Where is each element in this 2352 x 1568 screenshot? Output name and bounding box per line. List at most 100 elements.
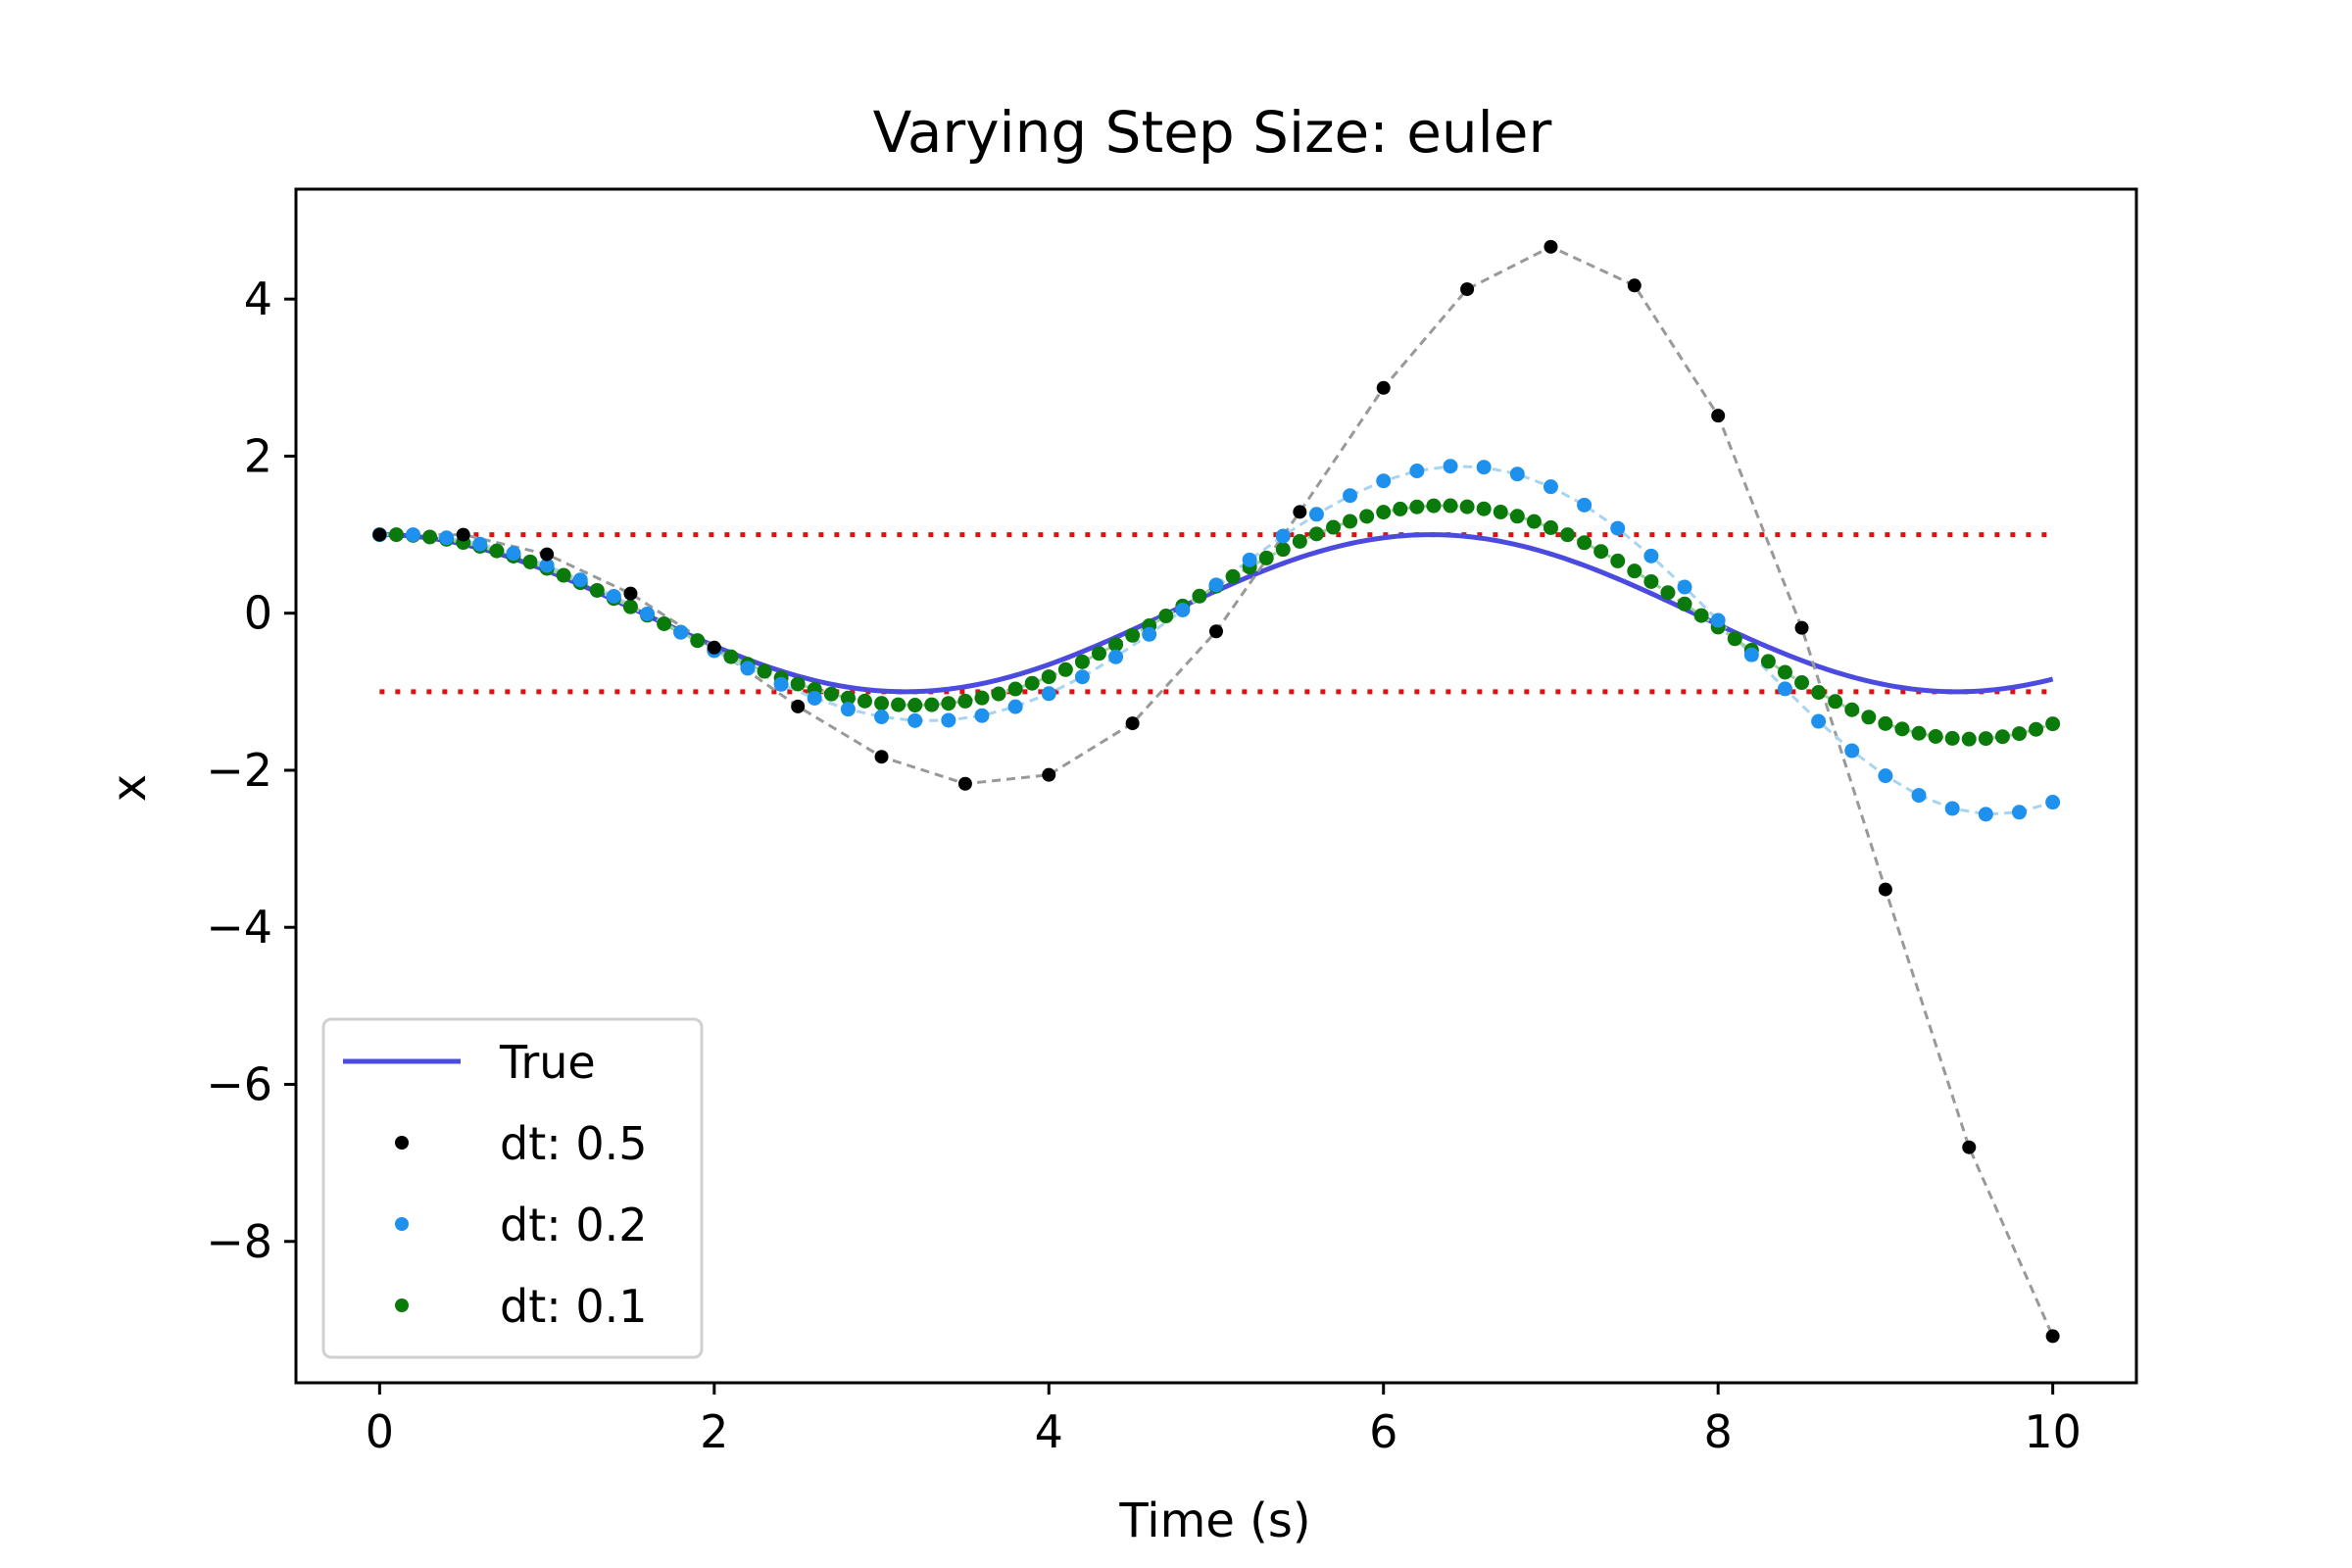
legend-dt02-label: dt: 0.2 [500,1199,648,1251]
series-dt01-point [840,690,856,706]
series-dt01-point [622,599,638,614]
series-dt01-point [1994,729,2010,745]
series-dt01-point [1258,550,1274,565]
series-dt01-point [823,686,839,702]
series-dt01-point [1828,694,1843,710]
series-dt01-point [556,567,571,583]
series-dt02-point [1677,579,1692,595]
series-dt01-point [1844,702,1860,717]
series-dt02-point [606,588,621,604]
series-dt02-point [1978,807,1993,822]
series-dt05-point [372,527,387,542]
series-dt01-point [1727,631,1742,647]
legend: True dt: 0.5 dt: 0.2 dt: 0.1 [321,1017,704,1359]
series-dt01-point [1091,646,1106,662]
series-dt01-point [1192,588,1207,604]
series-dt02-point [673,624,689,640]
series-dt01-point [874,696,890,711]
series-dt02-point [1041,686,1056,702]
series-dt01-point [1459,499,1475,514]
series-dt01-point [1577,535,1592,551]
series-dt01-point [1560,527,1576,543]
series-dt02-point [1610,520,1626,536]
series-dt02-point [1443,459,1458,474]
x-tick-label: 10 [2024,1405,2082,1458]
series-dt02-point [1376,473,1392,489]
series-dt01-point [657,615,672,631]
series-dt01-point [1024,675,1040,691]
x-tick-label: 4 [1035,1405,1063,1458]
series-dt01-point [1978,731,1993,747]
series-dt01-point [941,696,956,711]
series-dt01-point [1108,637,1124,653]
series-dt01-point [1777,664,1792,680]
plot-area [371,239,2061,1344]
series-dt01-point [1292,533,1307,549]
series-dt01-point [1158,609,1174,624]
series-dt01-point [1376,505,1392,520]
series-dt05-point [1627,278,1642,293]
series-dt01-point [589,582,605,598]
series-dt01-point [1007,681,1023,697]
series-dt02-point [840,702,856,717]
series-dt05-point [1209,624,1223,639]
series-dt01-point [1326,519,1342,535]
y-tick-label: 2 [244,429,272,482]
series-dt01-point [857,693,872,709]
series-dt02-point [974,708,990,723]
series-dt01-point [1409,499,1425,514]
series-dt01-point [1275,542,1291,558]
series-dt01-point [1074,654,1090,669]
series-dt01-point [974,690,990,706]
series-dt05-point [1711,409,1726,423]
series-dt02-point [1476,460,1492,475]
series-dt01-point [723,649,739,664]
series-dt02-point [1543,479,1558,495]
series-dt02-point [1577,497,1592,513]
series-dt02-point [1142,626,1157,642]
series-dt05-point [1376,380,1391,395]
series-dt02-point [1743,647,1759,662]
series-dt05-point [1878,882,1892,897]
series-dt01-point [1543,519,1558,535]
series-dt02-point [1208,577,1224,593]
y-tick-label: 0 [244,587,272,640]
series-dt05-point [957,776,972,791]
series-dt02-point [773,676,789,692]
series-dt01-point [1225,568,1241,584]
series-dt01-point [1760,654,1776,669]
series-dt01-point [1308,526,1324,542]
series-dt05-point [1460,282,1475,297]
series-dt01-point [522,554,538,569]
series-dt01-point [1894,721,1910,737]
series-dt05-point [1293,505,1307,519]
legend-true-label: True [499,1036,596,1089]
series-dt02-point [2011,805,2027,820]
legend-dt01-swatch [395,1298,409,1312]
series-dt05-point [1544,239,1558,254]
series-dt02-point [439,530,455,546]
y-tick-label: 4 [244,272,272,325]
y-axis: 4 2 0 −2 −4 −6 −8 [206,272,296,1268]
series-dt01-point [907,698,923,713]
series-dt01-point [1057,662,1073,677]
series-dt02-point [1242,552,1257,567]
series-dt02-point [572,572,588,588]
series-dt01-point [1794,675,1810,691]
series-dt02-point [1007,699,1023,714]
series-dt01-point [957,693,973,709]
series-dt01-point [1961,731,1977,747]
series-dt01-point [422,529,438,545]
series-dt01-point [1359,509,1375,524]
series-dt02-point [539,558,555,573]
plot-frame [294,187,2138,1385]
series-dt01-point [1693,608,1709,623]
series-dt05-point [623,586,638,601]
series-dt05-point [1042,767,1056,782]
x-tick-label: 8 [1704,1405,1733,1458]
legend-box [321,1017,704,1359]
series-dt01-point [1476,501,1492,516]
series-dt01-point [1343,514,1358,529]
series-dt01-point [757,663,772,679]
